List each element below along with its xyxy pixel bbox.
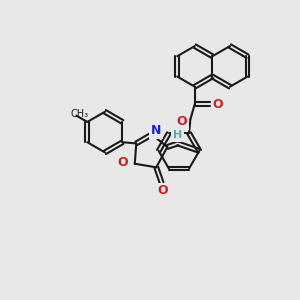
Text: O: O bbox=[118, 156, 128, 169]
Text: N: N bbox=[151, 124, 161, 137]
Text: CH₃: CH₃ bbox=[71, 109, 89, 119]
Text: H: H bbox=[173, 130, 182, 140]
Text: O: O bbox=[157, 184, 168, 197]
Text: O: O bbox=[176, 115, 187, 128]
Text: O: O bbox=[213, 98, 224, 110]
